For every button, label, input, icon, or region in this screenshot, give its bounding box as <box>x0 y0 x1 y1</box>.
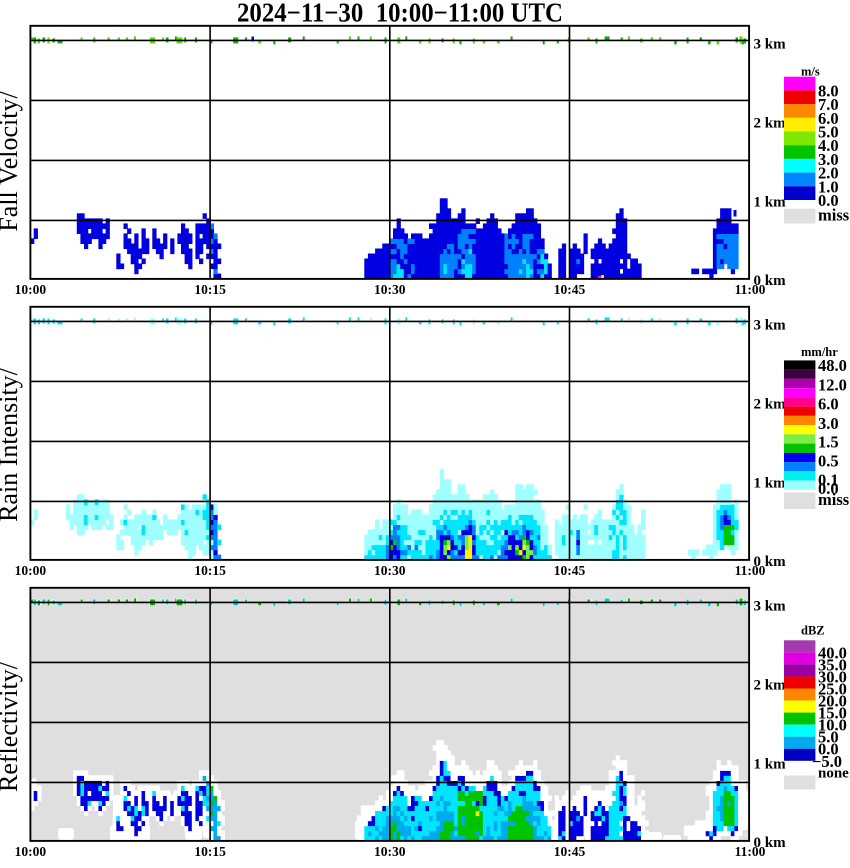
svg-text:2.0: 2.0 <box>818 164 839 183</box>
svg-text:11:00: 11:00 <box>735 282 766 297</box>
svg-text:Fall Velocity/: Fall Velocity/ <box>0 91 23 232</box>
svg-text:40.0: 40.0 <box>818 643 847 662</box>
svg-text:8.0: 8.0 <box>818 81 839 100</box>
svg-text:6.0: 6.0 <box>818 109 839 128</box>
svg-text:3 km: 3 km <box>754 318 787 334</box>
svg-text:12.0: 12.0 <box>818 376 847 395</box>
svg-text:10.0: 10.0 <box>818 716 847 735</box>
svg-text:10:45: 10:45 <box>554 282 586 297</box>
svg-text:Rain Intensity/: Rain Intensity/ <box>0 367 23 522</box>
svg-text:0.5: 0.5 <box>818 451 839 470</box>
svg-text:10:00: 10:00 <box>15 282 47 297</box>
svg-text:dBZ: dBZ <box>801 624 825 638</box>
svg-text:0.0: 0.0 <box>818 479 839 498</box>
svg-text:3 km: 3 km <box>754 37 787 53</box>
svg-text:3 km: 3 km <box>754 599 787 615</box>
svg-text:0.0: 0.0 <box>818 740 839 759</box>
svg-text:10:00: 10:00 <box>15 563 47 578</box>
svg-text:0 km: 0 km <box>754 273 787 289</box>
svg-text:10:30: 10:30 <box>374 844 406 859</box>
svg-text:2 km: 2 km <box>754 396 787 412</box>
svg-text:3.0: 3.0 <box>818 150 839 169</box>
svg-text:mm/hr: mm/hr <box>801 345 838 359</box>
svg-text:0 km: 0 km <box>754 835 787 851</box>
svg-text:1.0: 1.0 <box>818 177 839 196</box>
svg-text:0 km: 0 km <box>754 554 787 570</box>
svg-text:10:15: 10:15 <box>194 844 226 859</box>
svg-text:10:15: 10:15 <box>194 282 226 297</box>
svg-text:miss: miss <box>818 490 850 509</box>
svg-text:15.0: 15.0 <box>818 704 847 723</box>
svg-text:7.0: 7.0 <box>818 95 839 114</box>
svg-text:2 km: 2 km <box>754 115 787 131</box>
svg-text:20.0: 20.0 <box>818 692 847 711</box>
svg-text:Reflectivity/: Reflectivity/ <box>0 661 23 792</box>
svg-text:1 km: 1 km <box>754 195 787 211</box>
svg-text:35.0: 35.0 <box>818 655 847 674</box>
svg-text:−5.0: −5.0 <box>812 752 842 771</box>
svg-text:30.0: 30.0 <box>818 667 847 686</box>
svg-text:m/s: m/s <box>801 65 820 79</box>
svg-text:11:00: 11:00 <box>735 844 766 859</box>
svg-text:10:30: 10:30 <box>374 282 406 297</box>
svg-text:5.0: 5.0 <box>818 728 839 747</box>
svg-text:miss: miss <box>818 206 850 225</box>
svg-text:3.0: 3.0 <box>818 414 839 433</box>
svg-text:0.0: 0.0 <box>818 191 839 210</box>
svg-text:25.0: 25.0 <box>818 679 847 698</box>
svg-text:1.5: 1.5 <box>818 432 839 451</box>
svg-text:10:00: 10:00 <box>15 844 47 859</box>
svg-text:none: none <box>818 766 849 782</box>
svg-text:1 km: 1 km <box>754 757 787 773</box>
svg-text:10:15: 10:15 <box>194 563 226 578</box>
svg-text:2 km: 2 km <box>754 677 787 693</box>
svg-text:0.1: 0.1 <box>818 470 839 489</box>
svg-text:1 km: 1 km <box>754 476 787 492</box>
svg-text:48.0: 48.0 <box>818 356 847 375</box>
svg-text:6.0: 6.0 <box>818 394 839 413</box>
svg-text:11:00: 11:00 <box>735 563 766 578</box>
svg-text:2024−11−30 10:00−11:00 UTC: 2024−11−30 10:00−11:00 UTC <box>237 0 563 28</box>
svg-text:10:30: 10:30 <box>374 563 406 578</box>
svg-text:4.0: 4.0 <box>818 136 839 155</box>
svg-text:5.0: 5.0 <box>818 123 839 142</box>
svg-text:10:45: 10:45 <box>554 563 586 578</box>
svg-text:10:45: 10:45 <box>554 844 586 859</box>
